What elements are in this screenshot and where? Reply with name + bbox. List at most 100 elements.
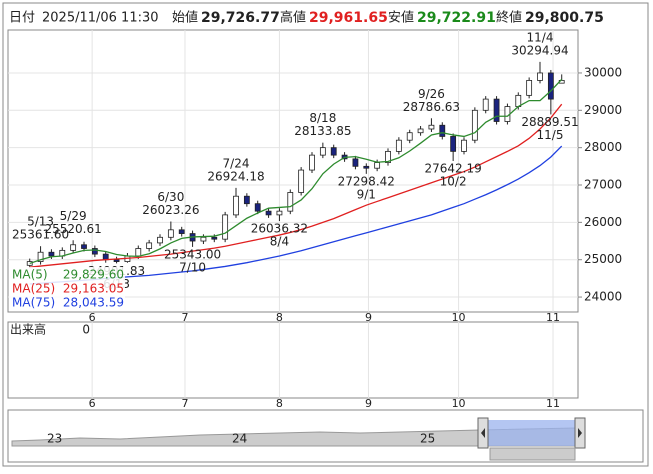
annotation: 30294.94	[511, 43, 568, 57]
candle-body	[374, 162, 381, 169]
candle-body	[211, 236, 218, 240]
legend-box	[9, 267, 125, 311]
candle-body	[265, 210, 272, 216]
candle-body	[26, 261, 33, 266]
x-tick-label: 9	[365, 311, 372, 324]
candle-body	[200, 236, 207, 242]
annotation: 5/13	[27, 215, 54, 229]
candle-body	[471, 109, 478, 141]
x-tick-label: 8	[276, 397, 283, 410]
annotation: 25520.61	[45, 222, 102, 236]
date-label: 日付	[9, 11, 35, 26]
y-tick-label: 24000	[584, 290, 622, 304]
candle-body	[157, 236, 163, 244]
navigator-scrollbar[interactable]	[489, 447, 576, 461]
candle-body	[233, 195, 239, 216]
annotation: 7/10	[179, 260, 206, 274]
navigator-selection[interactable]	[488, 420, 575, 446]
annotation: 6/30	[157, 190, 184, 204]
navigator-label: 23	[47, 432, 62, 446]
candle-body	[70, 244, 77, 251]
candle-body	[461, 139, 467, 152]
annotation: 28133.85	[294, 124, 351, 138]
annotation: 26023.26	[142, 203, 199, 217]
candle-body	[330, 147, 337, 156]
candle-body	[439, 124, 446, 137]
candle-body	[113, 259, 120, 262]
annotation: 9/1	[357, 187, 376, 201]
high-label: 高値	[280, 10, 306, 26]
close: 29,800.75	[525, 10, 604, 26]
candle-body	[547, 72, 554, 100]
x-tick-label: 7	[181, 311, 188, 324]
y-tick-label: 26000	[584, 215, 622, 229]
x-tick-label: 8	[276, 311, 283, 324]
candle-body	[298, 169, 305, 193]
y-tick-label: 29000	[584, 103, 622, 117]
annotation: 5/29	[60, 209, 87, 223]
navigator-label: 24	[232, 432, 247, 446]
volume-frame	[7, 321, 579, 399]
candle-body	[91, 248, 98, 255]
annotation: 25343.00	[164, 247, 221, 261]
candle-body	[167, 229, 174, 238]
low-label: 安値	[388, 10, 414, 26]
candle-body	[37, 251, 44, 262]
legend-value: 29,163.05	[63, 282, 124, 296]
legend-name: MA(5)	[12, 268, 48, 282]
annotation: 10/2	[440, 175, 467, 189]
annotation: 27298.42	[338, 174, 395, 188]
y-tick-label: 28000	[584, 140, 622, 154]
candle-body	[319, 147, 326, 156]
candle-body	[254, 203, 261, 212]
x-tick-label: 6	[89, 397, 96, 410]
legend-value: 28,043.59	[63, 296, 124, 310]
candle-body	[428, 124, 435, 130]
candle-body	[178, 229, 185, 234]
candle-body	[48, 251, 55, 257]
annotation: 11/4	[527, 30, 554, 44]
candle-body	[450, 136, 457, 152]
annotation: 11/5	[537, 128, 564, 142]
candle-body	[222, 214, 229, 240]
candle-body	[385, 150, 391, 163]
legend-value: 29,829.60	[63, 268, 124, 282]
candle-body	[102, 253, 109, 261]
plot-frame	[7, 29, 579, 313]
x-tick-label: 10	[452, 397, 466, 410]
candle-body	[287, 192, 294, 212]
legend-name: MA(25)	[12, 282, 55, 296]
low: 29,722.91	[417, 10, 496, 26]
annotation: 7/24	[223, 156, 250, 170]
x-tick-label: 9	[365, 397, 372, 410]
annotation: 9/26	[418, 87, 445, 101]
ma-line	[29, 78, 563, 265]
x-tick-label: 6	[89, 311, 96, 324]
ma-line	[29, 103, 563, 268]
candle-body	[243, 195, 250, 205]
volume-value: 0	[82, 323, 90, 337]
candle-body	[363, 165, 370, 169]
annotation: 28786.63	[403, 100, 460, 114]
y-tick-label: 30000	[584, 65, 622, 79]
candle-body	[352, 158, 359, 167]
y-tick-label: 27000	[584, 178, 622, 192]
candle-body	[146, 242, 153, 249]
close-label: 終値	[496, 10, 522, 26]
annotation: 8/18	[309, 111, 336, 125]
x-tick-label: 10	[452, 311, 466, 324]
candle-body	[537, 72, 543, 81]
candle-body	[493, 98, 500, 122]
legend-name: MA(75)	[12, 296, 55, 310]
annotation: 28889.51	[521, 115, 578, 129]
open: 29,726.77	[201, 10, 280, 26]
annotation: 27642.19	[425, 162, 482, 176]
candle-body	[276, 210, 283, 216]
annotation: 25361.60	[12, 228, 69, 242]
candle-body	[309, 154, 315, 171]
x-tick-label: 11	[546, 311, 560, 324]
high: 29,961.65	[309, 10, 388, 26]
candle-body	[135, 248, 142, 257]
candle-body	[526, 80, 533, 96]
